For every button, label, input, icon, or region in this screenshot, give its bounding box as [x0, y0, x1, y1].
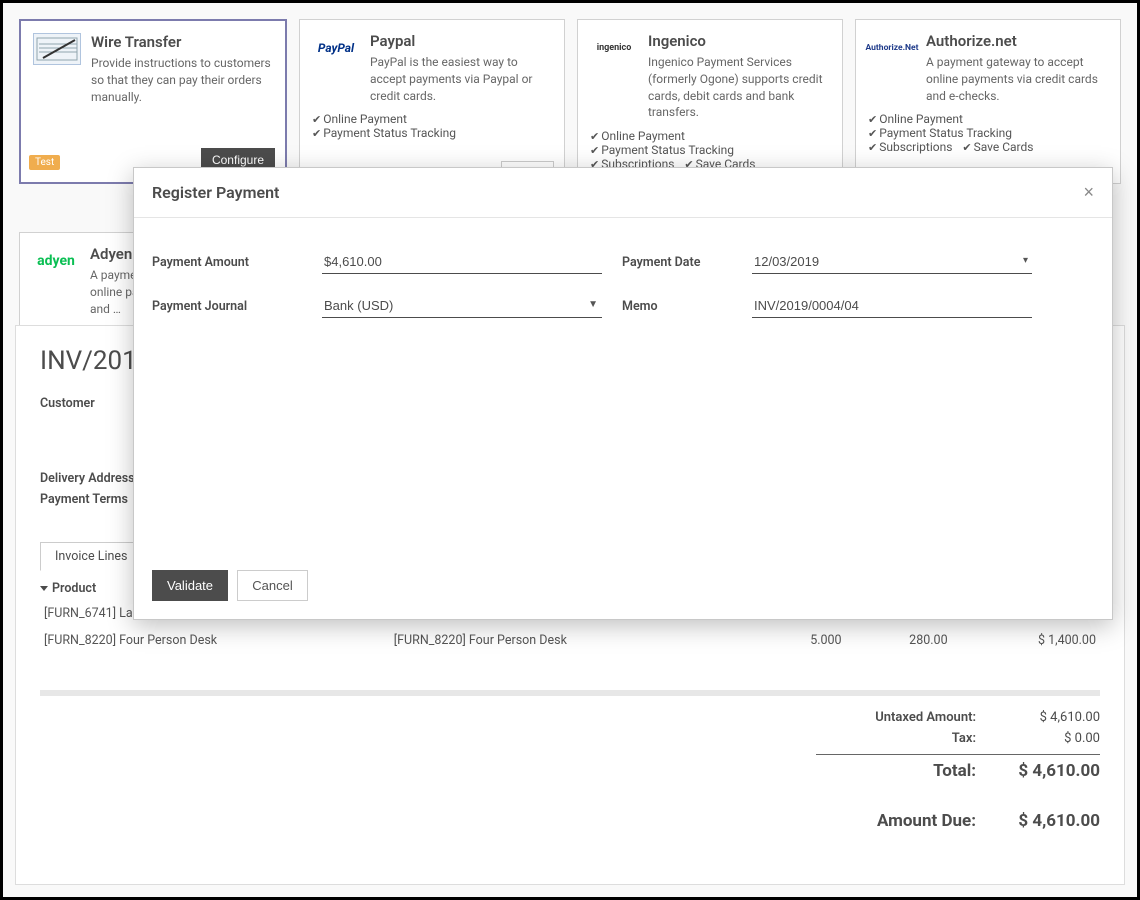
check-icon: ✔: [868, 113, 877, 126]
ingenico-logo-icon: ingenico: [590, 32, 638, 64]
provider-title: Wire Transfer: [91, 33, 273, 51]
wire-transfer-icon: [33, 33, 81, 65]
payment-journal-label: Payment Journal: [152, 299, 302, 314]
total-value: $ 4,610.00: [1000, 761, 1100, 781]
provider-desc: Provide instructions to customers so tha…: [91, 55, 273, 105]
payment-date-label: Payment Date: [622, 255, 732, 270]
line-product: [FURN_8220] Four Person Desk: [40, 627, 390, 654]
tab-invoice-lines[interactable]: Invoice Lines: [40, 542, 142, 571]
provider-title: Paypal: [370, 32, 552, 50]
totals-divider: [40, 690, 1100, 696]
provider-cards-row: Wire Transfer Provide instructions to cu…: [3, 3, 1137, 184]
payment-amount-input[interactable]: [322, 250, 602, 274]
validate-button[interactable]: Validate: [152, 570, 228, 601]
table-row[interactable]: [FURN_8220] Four Person Desk [FURN_8220]…: [40, 627, 1100, 654]
provider-desc: A payment gateway to accept online payme…: [926, 54, 1108, 104]
totals-block: Untaxed Amount: $ 4,610.00 Tax: $ 0.00 T…: [40, 710, 1100, 831]
provider-card-ingenico[interactable]: ingenico Ingenico Ingenico Payment Servi…: [577, 19, 843, 184]
memo-label: Memo: [622, 299, 732, 314]
check-icon: ✔: [312, 113, 321, 126]
check-icon: ✔: [590, 130, 599, 143]
total-label: Total:: [816, 761, 976, 781]
feature-label: Online Payment: [601, 129, 685, 143]
payment-journal-select[interactable]: [322, 294, 602, 318]
memo-input[interactable]: [752, 294, 1032, 318]
authorize-logo-icon: Authorize.Net: [868, 32, 916, 64]
line-price: 280.00: [846, 627, 952, 654]
feature-label: Online Payment: [879, 112, 963, 126]
provider-card-authorize[interactable]: Authorize.Net Authorize.net A payment ga…: [855, 19, 1121, 184]
tax-value: $ 0.00: [1000, 731, 1100, 746]
payment-amount-label: Payment Amount: [152, 255, 302, 270]
provider-desc: Ingenico Payment Services (formerly Ogon…: [648, 54, 830, 121]
feature-label: Payment Status Tracking: [879, 126, 1012, 140]
amount-due-value: $ 4,610.00: [1000, 811, 1100, 831]
provider-desc: PayPal is the easiest way to accept paym…: [370, 54, 552, 104]
check-icon: ✔: [312, 127, 321, 140]
feature-label: Online Payment: [323, 112, 407, 126]
line-subtotal: $ 1,400.00: [952, 627, 1100, 654]
paypal-logo-icon: PayPal: [312, 32, 360, 64]
modal-title: Register Payment: [152, 183, 279, 202]
check-icon: ✔: [962, 141, 971, 154]
payment-date-input[interactable]: [752, 250, 1032, 274]
feature-label: Payment Status Tracking: [601, 143, 734, 157]
check-icon: ✔: [868, 127, 877, 140]
check-icon: ✔: [868, 141, 877, 154]
tax-label: Tax:: [816, 731, 976, 746]
provider-card-wire[interactable]: Wire Transfer Provide instructions to cu…: [19, 19, 287, 184]
test-badge: Test: [29, 155, 60, 170]
untaxed-amount-value: $ 4,610.00: [1000, 710, 1100, 725]
register-payment-modal: Register Payment × Payment Amount Paymen…: [133, 167, 1113, 620]
feature-label: Payment Status Tracking: [323, 126, 456, 140]
line-qty: 5.000: [740, 627, 846, 654]
provider-title: Ingenico: [648, 32, 830, 50]
amount-due-label: Amount Due:: [816, 811, 976, 831]
feature-label: Save Cards: [974, 140, 1034, 154]
line-desc: [FURN_8220] Four Person Desk: [390, 627, 740, 654]
adyen-logo-icon: adyen: [32, 245, 80, 277]
cancel-button[interactable]: Cancel: [237, 570, 307, 601]
caret-down-icon: [40, 586, 48, 591]
provider-card-paypal[interactable]: PayPal Paypal PayPal is the easiest way …: [299, 19, 565, 184]
feature-label: Subscriptions: [879, 140, 952, 154]
untaxed-amount-label: Untaxed Amount:: [816, 710, 976, 725]
close-button[interactable]: ×: [1083, 182, 1094, 203]
check-icon: ✔: [590, 144, 599, 157]
provider-title: Authorize.net: [926, 32, 1108, 50]
